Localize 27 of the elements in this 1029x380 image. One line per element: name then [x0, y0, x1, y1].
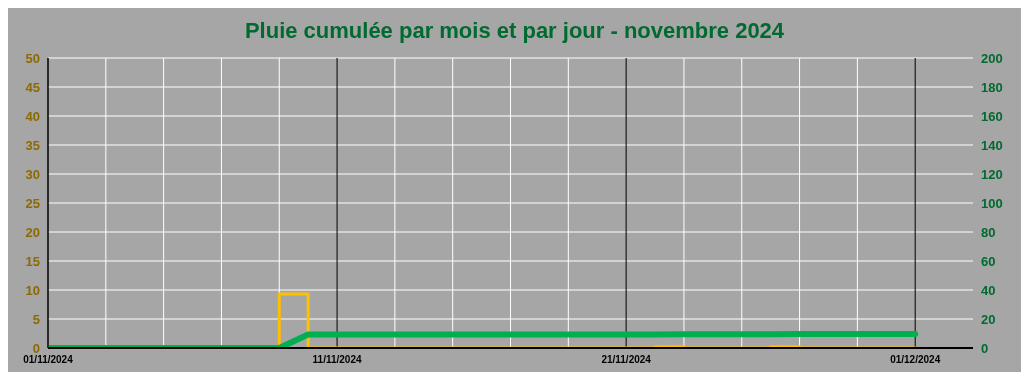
- y-tick-label: 25: [25, 195, 40, 211]
- y-tick-label: 5: [32, 311, 40, 327]
- y2-tick-label: 20: [981, 311, 996, 327]
- y-tick-label: 0: [32, 340, 40, 356]
- y-tick-label: 30: [25, 166, 40, 182]
- y2-tick-label: 80: [981, 224, 996, 240]
- y2-tick-label: 40: [981, 282, 996, 298]
- y2-tick-label: 100: [981, 195, 1003, 211]
- chart-title: Pluie cumulée par mois et par jour - novembre 2024: [243, 17, 786, 45]
- y-tick-label: 15: [25, 253, 40, 269]
- y-tick-label: 45: [25, 79, 40, 95]
- x-tick-label: 21/11/2024: [601, 354, 652, 366]
- y2-tick-label: 180: [981, 79, 1003, 95]
- y2-tick-label: 60: [981, 253, 996, 269]
- y-tick-label: 35: [25, 137, 40, 153]
- x-tick-label: 01/12/2024: [890, 354, 941, 366]
- y2-tick-label: 200: [981, 50, 1003, 66]
- y-tick-label: 50: [25, 50, 40, 66]
- y-tick-label: 10: [25, 282, 40, 298]
- y-tick-label: 20: [25, 224, 40, 240]
- x-tick-label: 11/11/2024: [312, 354, 362, 366]
- y2-tick-label: 0: [981, 340, 989, 356]
- y2-tick-label: 140: [981, 137, 1003, 153]
- y2-tick-label: 120: [981, 166, 1003, 182]
- y2-tick-label: 160: [981, 108, 1003, 124]
- y-tick-label: 40: [25, 108, 40, 124]
- x-tick-label: 01/11/2024: [23, 354, 74, 366]
